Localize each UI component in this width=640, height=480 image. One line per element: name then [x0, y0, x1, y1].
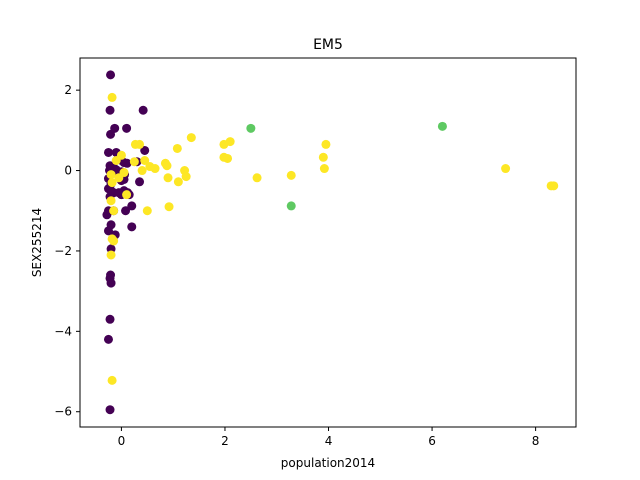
scatter-point: [109, 236, 119, 246]
scatter-point: [106, 278, 116, 288]
scatter-point: [164, 202, 174, 212]
scatter-point: [106, 129, 116, 139]
scatter-point: [103, 147, 113, 157]
scatter-point: [246, 123, 256, 133]
scatter-point: [105, 105, 115, 115]
scatter-point: [135, 139, 145, 149]
scatter-point: [140, 156, 150, 165]
scatter-point: [127, 222, 137, 232]
scatter-point: [252, 173, 262, 183]
y-axis-ticks: −6 −4 −2 0 2: [54, 83, 80, 419]
scatter-point: [549, 181, 559, 191]
scatter-point: [321, 139, 331, 149]
scatter-point: [286, 201, 296, 211]
scatter-point: [111, 156, 121, 165]
scatter-point: [186, 133, 196, 143]
scatter-point: [122, 123, 132, 133]
y-tick-label: 2: [64, 83, 72, 97]
scatter-point: [129, 157, 139, 167]
scatter-point: [223, 153, 233, 163]
y-tick-label: −2: [54, 244, 72, 258]
scatter-point: [106, 196, 116, 206]
scatter-point: [173, 177, 183, 187]
scatter-point: [181, 172, 191, 182]
scatter-point: [114, 173, 124, 183]
scatter-point: [319, 164, 329, 174]
scatter-point: [172, 143, 182, 153]
scatter-point: [127, 201, 137, 211]
x-tick-label: 4: [325, 434, 333, 448]
chart-title: EM5: [313, 37, 343, 53]
scatter-point: [150, 164, 160, 174]
plot-area-frame: [79, 57, 577, 428]
x-axis-ticks: 0 2 4 6 8: [118, 427, 540, 448]
y-tick-label: −4: [54, 324, 72, 338]
scatter-point: [137, 166, 147, 176]
y-tick-label: 0: [64, 164, 72, 178]
scatter-point: [437, 121, 447, 131]
scatter-point: [286, 170, 296, 180]
x-tick-label: 6: [428, 434, 436, 448]
scatter-point: [107, 375, 117, 385]
scatter-point: [107, 92, 117, 102]
scatter-point: [106, 170, 116, 180]
x-axis-label: population2014: [281, 456, 375, 470]
scatter-point: [138, 105, 148, 115]
points-layer: [102, 70, 559, 415]
scatter-point: [225, 137, 235, 147]
x-tick-label: 0: [118, 434, 126, 448]
scatter-point: [122, 190, 132, 200]
scatter-point: [122, 158, 132, 168]
scatter-point: [105, 314, 115, 324]
scatter-point: [107, 178, 117, 188]
x-tick-label: 8: [532, 434, 540, 448]
y-tick-label: −6: [54, 405, 72, 419]
scatter-point: [142, 206, 152, 216]
scatter-point: [106, 250, 116, 260]
scatter-point: [103, 334, 113, 344]
scatter-point: [140, 145, 150, 155]
scatter-point: [102, 210, 112, 220]
scatter-point: [501, 164, 511, 174]
scatter-point: [135, 177, 145, 187]
scatter-point: [103, 226, 113, 236]
scatter-point: [106, 70, 116, 80]
scatter-point: [114, 188, 124, 198]
y-axis-label: SEX255214: [30, 208, 44, 277]
x-tick-label: 2: [221, 434, 229, 448]
scatter-point: [318, 152, 328, 162]
scatter-point: [162, 161, 172, 171]
scatter-point: [109, 206, 119, 216]
scatter-point: [163, 173, 173, 183]
scatter-point: [121, 206, 131, 216]
scatter-point: [105, 405, 115, 415]
